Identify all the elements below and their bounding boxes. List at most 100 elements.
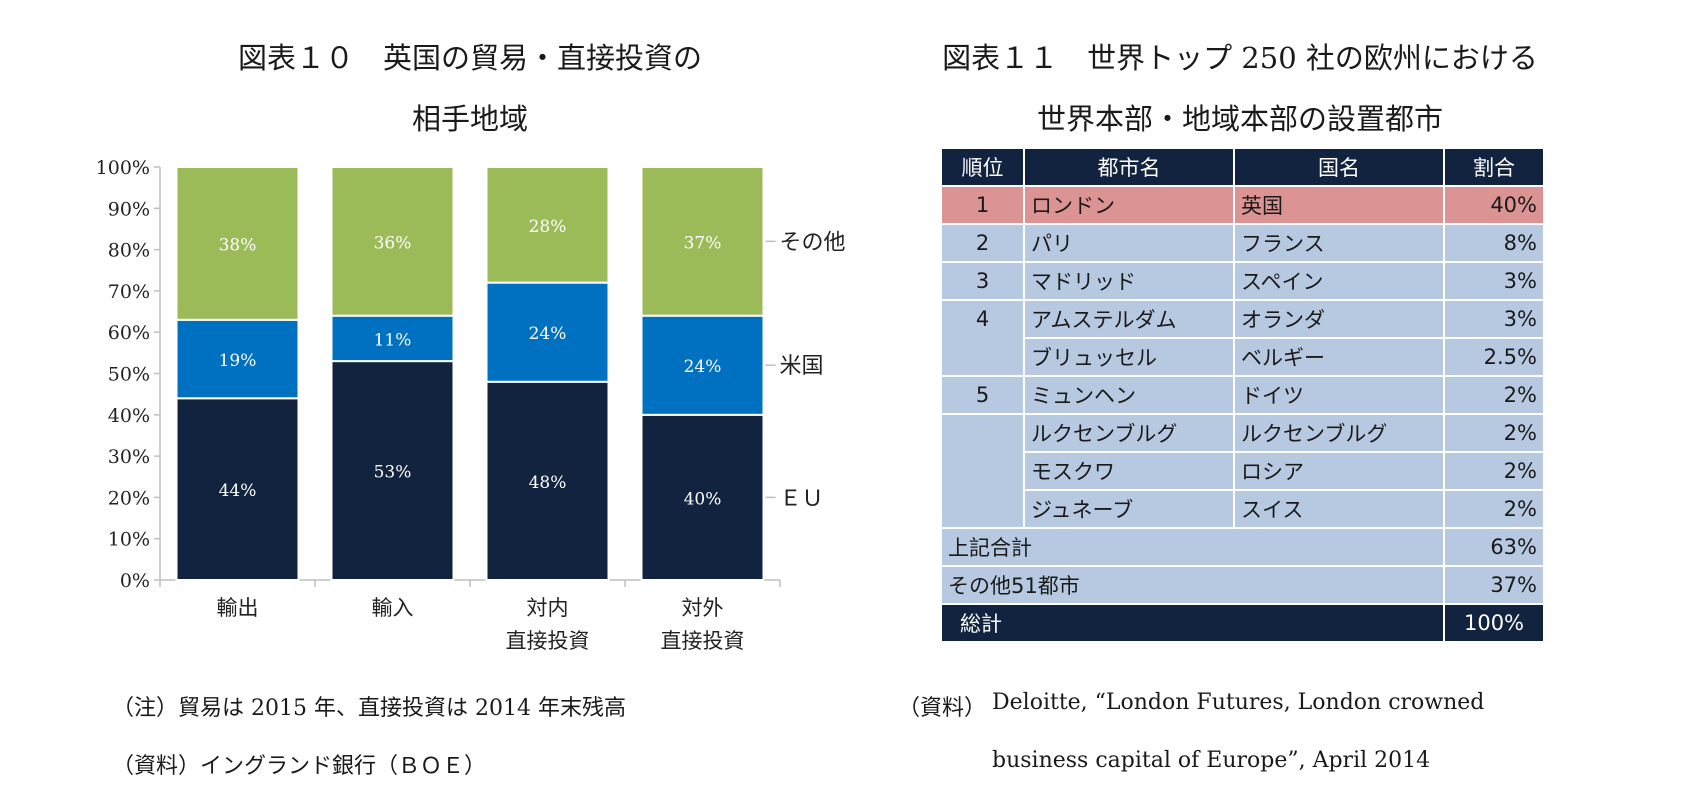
data-label: 37%	[684, 233, 722, 253]
subtotal-label: 上記合計	[940, 527, 1445, 567]
fig11-source-line2: business capital of Europe”, April 2014	[992, 748, 1431, 773]
data-label: 36%	[374, 233, 412, 253]
fig11-title-line2: 世界本部・地域本部の設置都市	[1036, 102, 1443, 136]
table-row: ブリュッセル ベルギー 2.5%	[941, 337, 1545, 377]
rank-cell: 2	[940, 223, 1025, 263]
fig10-title-line1: 図表１０ 英国の貿易・直接投資の	[237, 41, 702, 75]
fig10-note: （注）貿易は 2015 年、直接投資は 2014 年末残高	[112, 696, 626, 721]
y-tick-label: 30%	[108, 446, 150, 468]
table-row: モスクワ ロシア 2%	[941, 451, 1545, 491]
table-row: ルクセンブルグ ルクセンブルグ 2%	[940, 413, 1545, 529]
country-cell: フランス	[1233, 223, 1445, 263]
rank-cell: 5	[940, 375, 1025, 415]
fig11-source-label: （資料）	[898, 696, 987, 721]
y-tick-label: 50%	[108, 364, 150, 386]
city-cell: マドリッド	[1023, 261, 1235, 301]
city-cell: パリ	[1023, 223, 1235, 263]
table-row: 5 ミュンヘン ドイツ 2%	[940, 375, 1545, 415]
bar-segment	[175, 318, 300, 400]
table-row: 2 パリ フランス 8%	[940, 223, 1545, 263]
data-label: 40%	[684, 489, 722, 509]
x-tick-label: 直接投資	[506, 629, 590, 653]
bar-segment	[330, 314, 455, 363]
rank-cell: 3	[940, 261, 1025, 301]
fig10-title: 図表１０ 英国の貿易・直接投資の 相手地域	[170, 28, 770, 150]
data-label: 48%	[529, 473, 567, 493]
fig10-title-line2: 相手地域	[411, 102, 528, 136]
bar-segment	[330, 166, 455, 317]
x-tick-label: 対内	[527, 596, 569, 620]
others-label: その他51都市	[940, 565, 1445, 605]
country-cell: ドイツ	[1233, 375, 1445, 415]
data-label: 11%	[374, 330, 412, 350]
share-cell: 2.5%	[1443, 337, 1545, 377]
total-row: 総計 100%	[940, 603, 1545, 643]
country-cell: ルクセンブルグ	[1233, 413, 1445, 453]
data-label: 24%	[529, 324, 567, 344]
city-cell: ブリュッセル	[1023, 337, 1235, 377]
rank-cell: 4	[940, 299, 1025, 377]
y-tick-label: 70%	[108, 281, 150, 303]
fig11-source-line1: Deloitte, “London Futures, London crowne…	[992, 690, 1485, 715]
y-tick-label: 40%	[108, 405, 150, 427]
city-cell: ミュンヘン	[1023, 375, 1235, 415]
table-row: ジュネーブ スイス 2%	[941, 489, 1545, 529]
subtotal-share: 63%	[1443, 527, 1545, 567]
header-rank: 順位	[940, 147, 1025, 187]
city-cell: モスクワ	[1023, 451, 1235, 491]
legend-label: 米国	[780, 354, 824, 379]
y-tick-label: 20%	[108, 487, 150, 509]
city-cell: アムステルダム	[1023, 299, 1235, 339]
city-table: 順位 都市名 国名 割合 1 ロンドン 英国 40% 2 パリ フランス 8% …	[940, 147, 1545, 643]
data-label: 53%	[374, 463, 412, 483]
share-cell: 2%	[1443, 413, 1545, 453]
city-cell: ルクセンブルグ	[1023, 413, 1235, 453]
share-cell: 3%	[1443, 299, 1545, 339]
bar-segment	[485, 281, 610, 383]
share-cell: 2%	[1443, 451, 1545, 491]
header-city: 都市名	[1023, 147, 1235, 187]
y-tick-label: 0%	[120, 570, 150, 592]
table-row: 1 ロンドン 英国 40%	[940, 185, 1545, 225]
bar-segment	[175, 397, 300, 581]
country-cell: ロシア	[1233, 451, 1445, 491]
x-tick-label: 直接投資	[661, 629, 745, 653]
country-cell: オランダ	[1233, 299, 1445, 339]
data-label: 24%	[684, 357, 722, 377]
fig11-title-line1: 図表１１ 世界トップ 250 社の欧州における	[942, 41, 1538, 75]
y-tick-label: 60%	[108, 322, 150, 344]
bar-segment	[485, 166, 610, 284]
legend-label: その他	[780, 230, 846, 255]
y-tick-label: 80%	[108, 240, 150, 262]
rank-cell	[940, 413, 1025, 529]
x-tick-label: 輸出	[217, 596, 259, 620]
total-label: 総計	[940, 603, 1445, 643]
others-row: その他51都市 37%	[940, 565, 1545, 605]
y-tick-label: 100%	[96, 157, 150, 179]
x-tick-label: 輸入	[372, 596, 414, 620]
table-header-row: 順位 都市名 国名 割合	[940, 147, 1545, 187]
fig11-title: 図表１１ 世界トップ 250 社の欧州における 世界本部・地域本部の設置都市	[880, 28, 1600, 150]
share-cell: 3%	[1443, 261, 1545, 301]
bar-segment	[640, 166, 765, 317]
x-tick-label: 対外	[682, 596, 724, 620]
bar-segment	[175, 166, 300, 321]
stacked-bar-chart: 0% 10% 20% 30% 40% 50% 60% 70% 80% 90% 100% 44% 19% 3…	[96, 157, 846, 653]
header-country: 国名	[1233, 147, 1445, 187]
table-row: 3 マドリッド スペイン 3%	[940, 261, 1545, 301]
header-share: 割合	[1443, 147, 1545, 187]
subtotal-row: 上記合計 63%	[940, 527, 1545, 567]
country-cell: スイス	[1233, 489, 1445, 529]
others-share: 37%	[1443, 565, 1545, 605]
share-cell: 8%	[1443, 223, 1545, 263]
share-cell: 2%	[1443, 375, 1545, 415]
rank-cell: 1	[940, 185, 1025, 225]
bar-segment	[485, 380, 610, 581]
legend-label: ＥＵ	[780, 486, 824, 511]
data-label: 19%	[219, 351, 257, 371]
share-cell: 2%	[1443, 489, 1545, 529]
country-cell: 英国	[1233, 185, 1445, 225]
data-label: 44%	[219, 481, 257, 501]
fig10-source: （資料）イングランド銀行（ＢＯＥ）	[112, 754, 487, 779]
table-row: 4 アムステルダム オランダ 3%	[940, 299, 1545, 377]
